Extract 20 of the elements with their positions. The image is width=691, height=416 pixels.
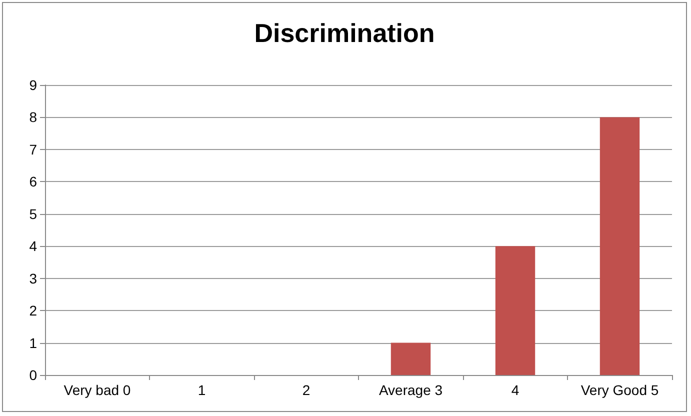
x-tick-label: 2 xyxy=(302,382,310,398)
x-tick-label: 1 xyxy=(198,382,206,398)
x-tick-label: Very Good 5 xyxy=(580,382,659,398)
bar xyxy=(495,246,536,375)
y-tick-label: 0 xyxy=(29,367,38,383)
y-tick-label: 4 xyxy=(29,238,38,254)
y-tick-label: 6 xyxy=(29,174,38,190)
y-tick-label: 2 xyxy=(29,302,38,319)
bar xyxy=(600,117,640,375)
y-tick-label: 8 xyxy=(29,109,38,126)
bar xyxy=(390,342,431,375)
y-tick-label: 5 xyxy=(29,206,38,222)
x-tick-label: Average 3 xyxy=(378,382,443,398)
y-tick-label: 3 xyxy=(29,270,38,286)
chart-title: Discrimination xyxy=(254,18,435,48)
x-tick-label: 4 xyxy=(511,382,520,398)
y-tick-label: 7 xyxy=(29,141,38,158)
y-tick-label: 1 xyxy=(29,334,38,351)
y-tick-label: 9 xyxy=(29,77,38,93)
x-tick-label: Very bad 0 xyxy=(64,382,131,398)
